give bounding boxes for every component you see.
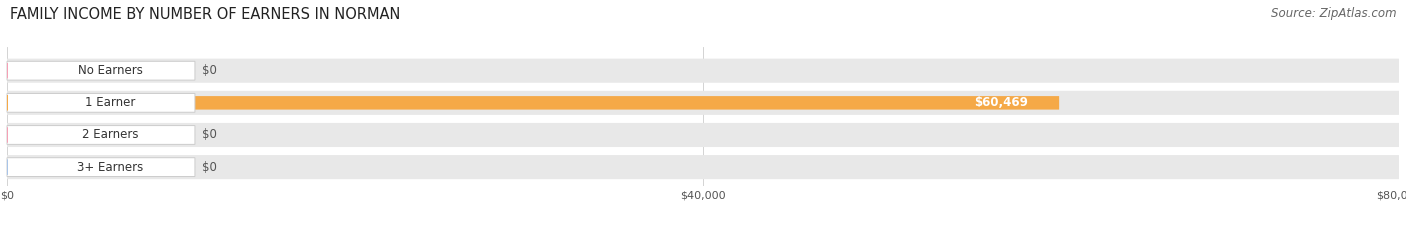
FancyBboxPatch shape bbox=[7, 59, 1399, 83]
FancyBboxPatch shape bbox=[7, 126, 195, 144]
FancyBboxPatch shape bbox=[7, 91, 1399, 115]
FancyBboxPatch shape bbox=[7, 158, 195, 177]
Text: 1 Earner: 1 Earner bbox=[86, 96, 135, 109]
Text: 3+ Earners: 3+ Earners bbox=[77, 161, 143, 174]
Text: 2 Earners: 2 Earners bbox=[82, 128, 139, 141]
Text: $0: $0 bbox=[202, 161, 218, 174]
FancyBboxPatch shape bbox=[7, 61, 195, 80]
Text: FAMILY INCOME BY NUMBER OF EARNERS IN NORMAN: FAMILY INCOME BY NUMBER OF EARNERS IN NO… bbox=[10, 7, 401, 22]
FancyBboxPatch shape bbox=[7, 123, 1399, 147]
FancyBboxPatch shape bbox=[7, 160, 186, 174]
FancyBboxPatch shape bbox=[7, 96, 1059, 110]
FancyBboxPatch shape bbox=[7, 64, 186, 77]
FancyBboxPatch shape bbox=[7, 155, 1399, 179]
Text: $0: $0 bbox=[202, 128, 218, 141]
Text: $60,469: $60,469 bbox=[974, 96, 1028, 109]
Text: No Earners: No Earners bbox=[77, 64, 143, 77]
Text: $0: $0 bbox=[202, 64, 218, 77]
FancyBboxPatch shape bbox=[7, 93, 195, 112]
Text: Source: ZipAtlas.com: Source: ZipAtlas.com bbox=[1271, 7, 1396, 20]
FancyBboxPatch shape bbox=[7, 128, 186, 142]
